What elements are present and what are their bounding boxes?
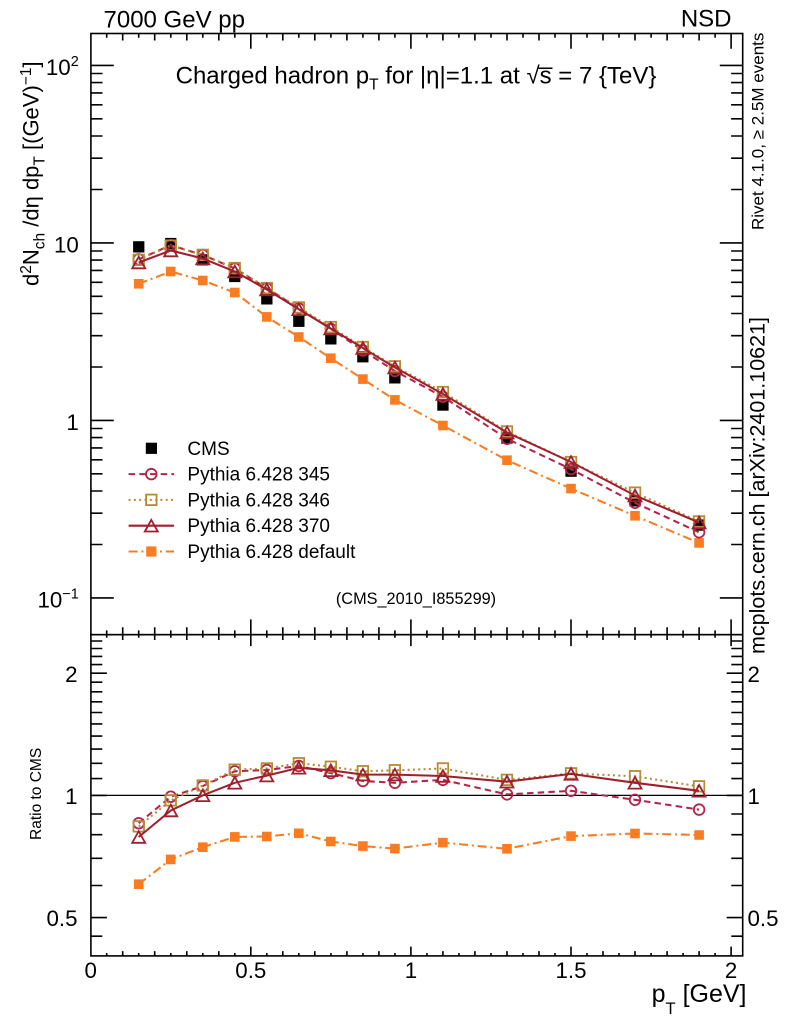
svg-text:0: 0: [84, 958, 96, 983]
svg-text:Pythia 6.428 370: Pythia 6.428 370: [187, 516, 330, 537]
svg-text:0.5: 0.5: [235, 958, 266, 983]
svg-text:0.5: 0.5: [47, 906, 78, 931]
svg-text:Charged hadron pT for |η|=1.1: Charged hadron pT for |η|=1.1 at √s̅ = 7…: [176, 63, 657, 94]
svg-text:mcplots.cern.ch [arXiv:2401.10: mcplots.cern.ch [arXiv:2401.10621]: [746, 317, 770, 654]
svg-text:7000 GeV pp: 7000 GeV pp: [104, 7, 245, 34]
svg-text:Pythia 6.428 346: Pythia 6.428 346: [187, 490, 330, 511]
svg-text:2: 2: [748, 662, 760, 687]
svg-text:2: 2: [65, 662, 77, 687]
svg-text:CMS: CMS: [187, 439, 229, 460]
svg-text:Pythia 6.428 default: Pythia 6.428 default: [187, 542, 356, 563]
svg-text:1: 1: [66, 410, 78, 435]
svg-text:Pythia 6.428 345: Pythia 6.428 345: [187, 465, 330, 486]
svg-text:10: 10: [54, 232, 79, 257]
svg-text:NSD: NSD: [681, 6, 732, 33]
svg-text:(CMS_2010_I855299): (CMS_2010_I855299): [336, 590, 496, 608]
svg-text:2: 2: [725, 958, 737, 983]
svg-text:Rivet 4.1.0, ≥ 2.5M events: Rivet 4.1.0, ≥ 2.5M events: [749, 33, 768, 230]
svg-text:1: 1: [65, 784, 77, 809]
svg-text:0.5: 0.5: [748, 906, 779, 931]
svg-text:1.5: 1.5: [556, 958, 587, 983]
svg-text:1: 1: [748, 784, 760, 809]
svg-text:d2Nch /dη dpT [(GeV)−1]: d2Nch /dη dpT [(GeV)−1]: [18, 61, 49, 286]
svg-text:Ratio to CMS: Ratio to CMS: [28, 748, 45, 840]
svg-text:1: 1: [405, 958, 417, 983]
